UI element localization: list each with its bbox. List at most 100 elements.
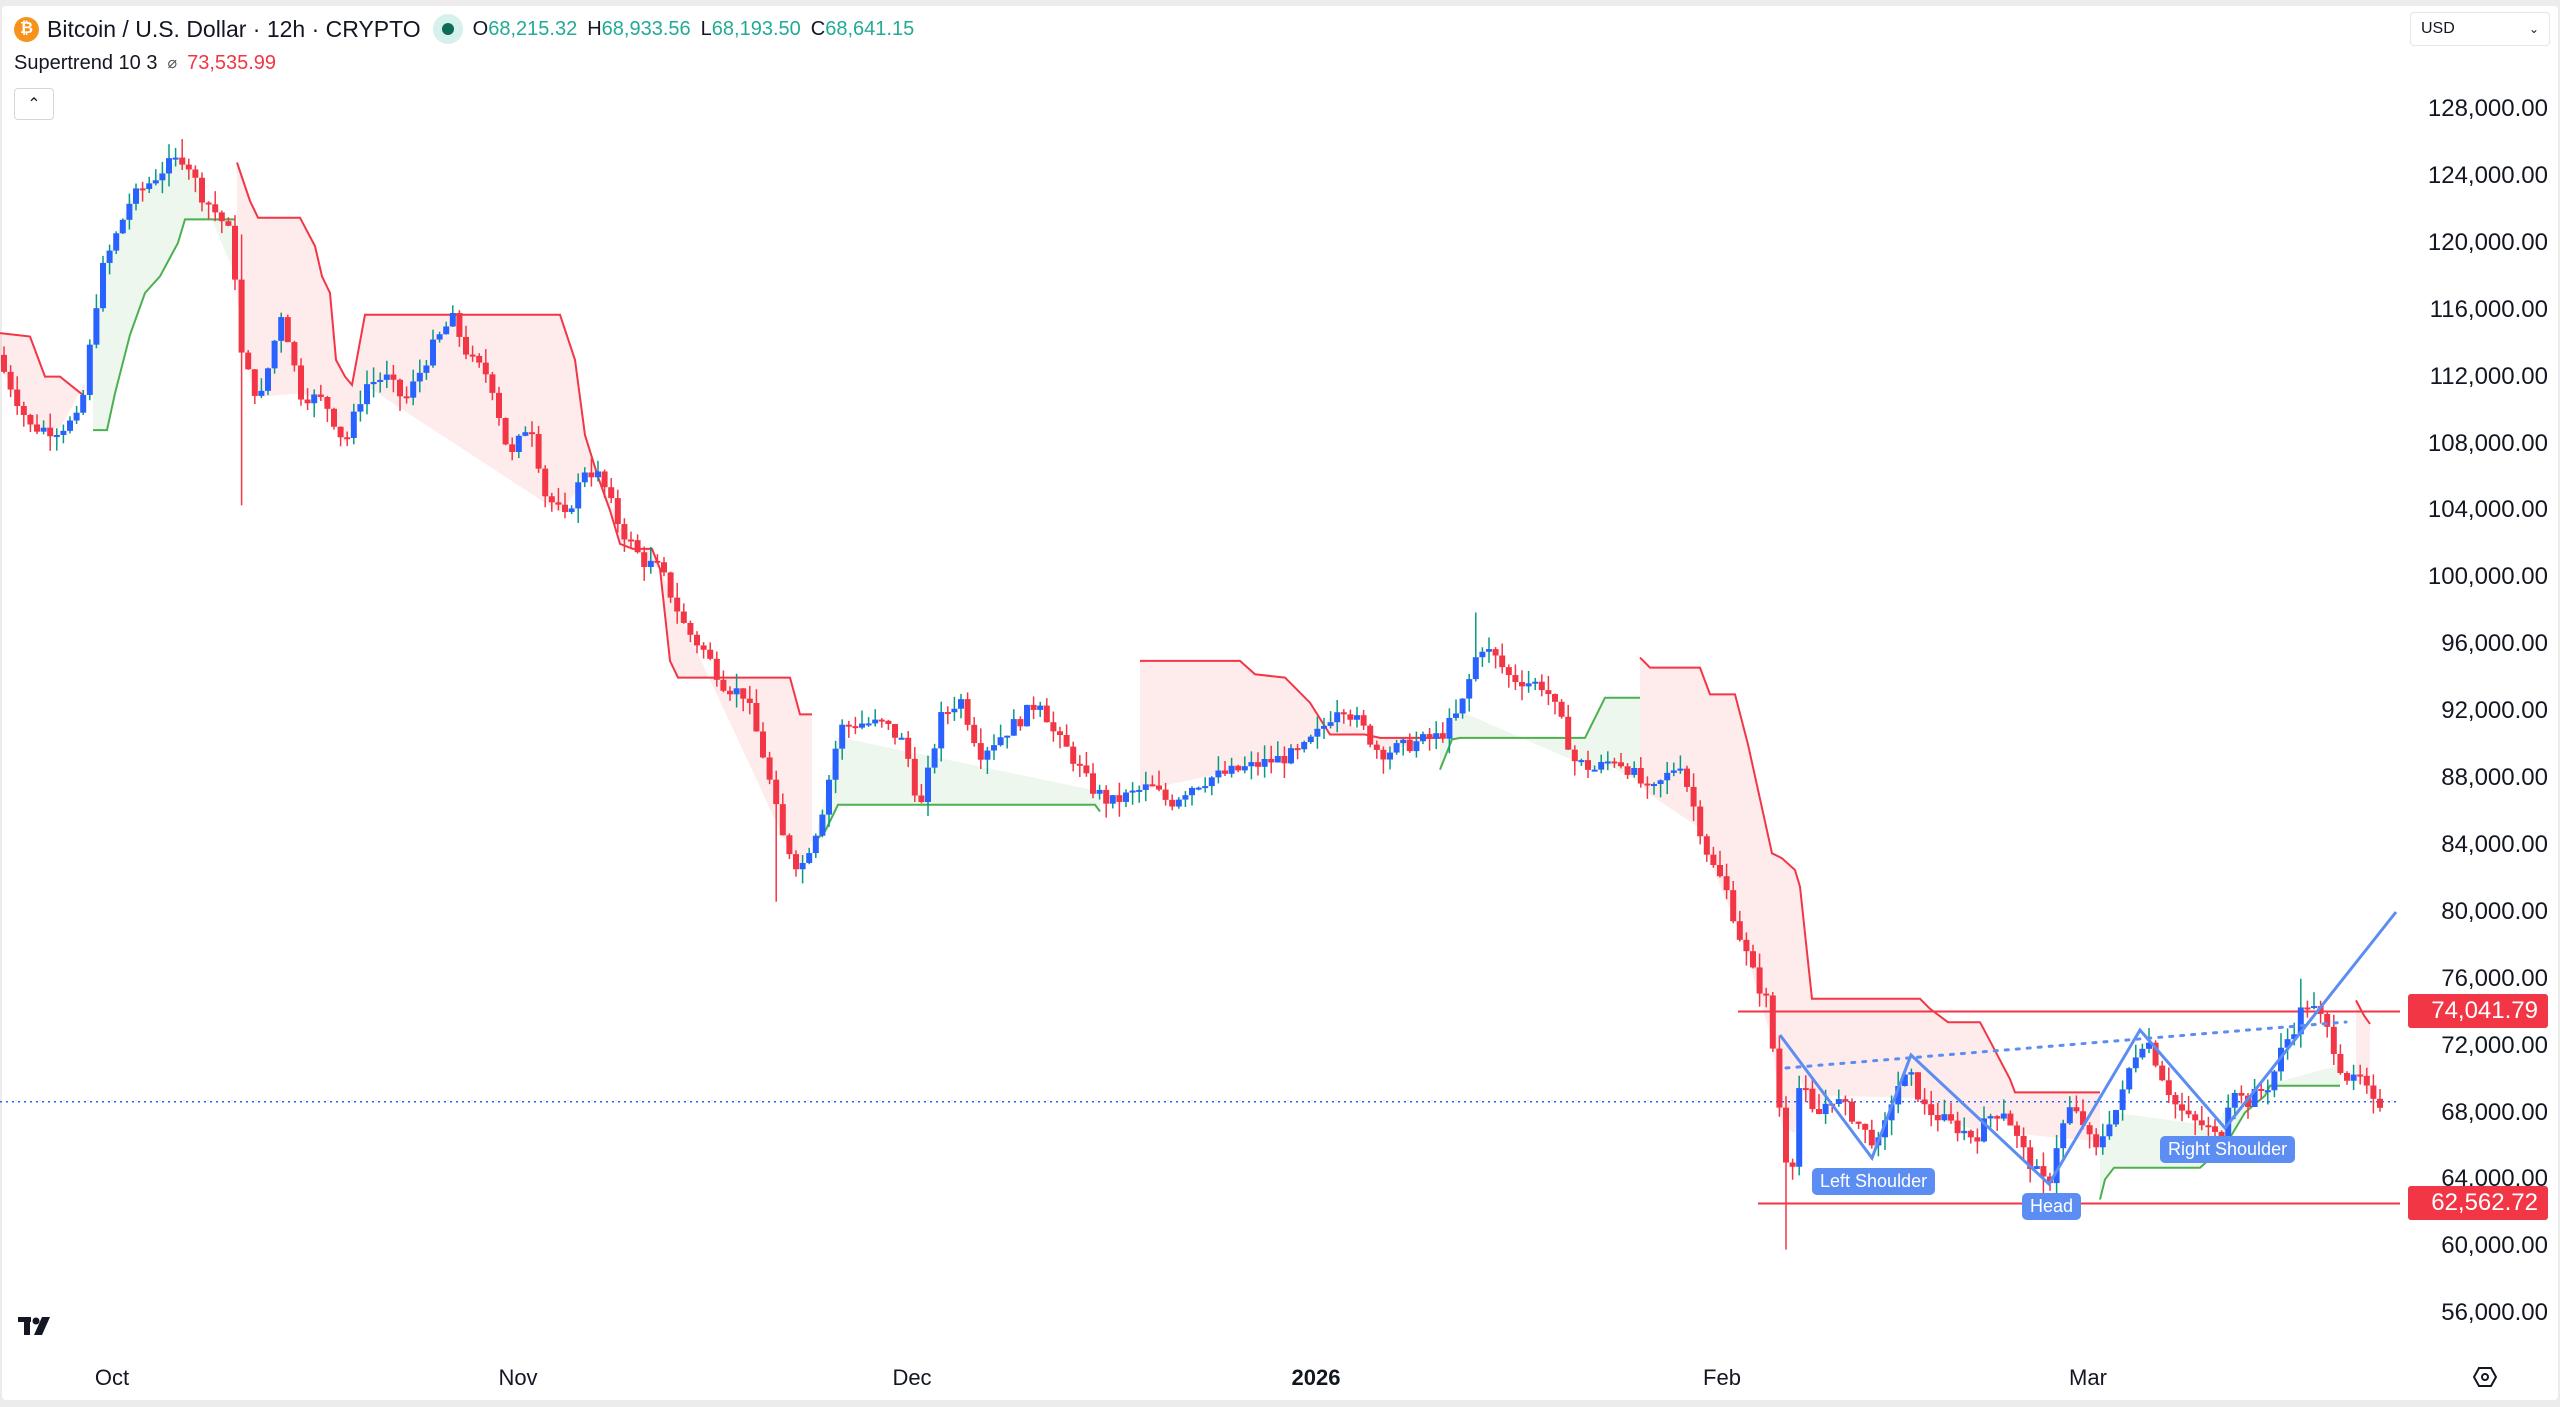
price-level-tag[interactable]: 74,041.79 [2408,994,2548,1029]
bearish-candle [588,472,595,478]
time-tick-label: Mar [2069,1365,2107,1390]
time-tick-label: Oct [94,1365,130,1390]
bullish-candle [2271,1071,2278,1091]
bearish-candle [1750,951,1756,968]
pattern-label[interactable]: Head [2022,1193,2082,1220]
time-tick-label: Dec [892,1365,932,1390]
bearish-candle [713,658,720,680]
bearish-candle [317,394,324,398]
bullish-candle [126,203,133,220]
bearish-candle [225,221,232,226]
bullish-candle [575,482,582,509]
bullish-candle [146,183,153,190]
indicator-row[interactable]: Supertrend 10 3 ⌀ 73,535.99 [14,48,924,78]
bullish-candle [383,374,390,380]
bullish-candle [2350,1074,2357,1081]
bearish-candle [1367,725,1374,745]
bullish-candle [799,862,806,870]
bearish-candle [509,444,516,452]
pattern-label[interactable]: Left Shoulder [1812,1168,1936,1195]
bullish-candle [1301,742,1308,750]
bearish-candle [1558,701,1565,717]
bearish-candle [694,634,700,646]
price-tick-label: 116,000.00 [2429,295,2548,323]
bearish-candle [1538,681,1545,691]
bullish-candle [938,712,945,749]
bullish-candle [2033,1166,2040,1169]
bearish-candle [2165,1080,2172,1096]
bearish-candle [2370,1085,2377,1099]
bullish-candle [1142,784,1149,790]
bearish-candle [20,406,27,415]
bullish-candle [2126,1068,2133,1090]
time-tick-label: 2026 [1291,1365,1341,1390]
bullish-candle [449,313,456,327]
bearish-candle [2317,1006,2324,1014]
bullish-candle [423,365,430,373]
bearish-candle [1406,739,1413,752]
bearish-candle [1710,854,1717,865]
bullish-candle [595,471,601,478]
bullish-candle [1598,761,1605,770]
bearish-candle [1565,716,1572,750]
bullish-candle [1677,768,1684,771]
currency-select[interactable]: USD ⌄ [2410,12,2550,46]
bearish-candle [1789,1162,1796,1167]
bullish-candle [1393,743,1400,753]
indicator-name[interactable]: Supertrend 10 3 [14,51,158,74]
symbol-title[interactable]: Bitcoin / U.S. Dollar · 12h · CRYPTO [47,15,421,42]
bearish-candle [2159,1065,2166,1081]
bearish-candle [786,835,793,855]
bearish-candle [1994,1116,2001,1119]
currency-value: USD [2421,20,2455,37]
bearish-candle [555,502,562,505]
bearish-candle [34,424,40,432]
bearish-candle [2337,1053,2344,1073]
bearish-candle [337,426,344,438]
price-tick-label: 124,000.00 [2427,161,2548,189]
collapse-legend-button[interactable]: ⌃ [14,88,54,120]
bullish-candle [1288,748,1294,764]
tradingview-logo[interactable] [18,1312,58,1346]
supertrend-line [0,332,86,398]
bearish-candle [456,313,463,337]
bullish-candle [1334,712,1341,723]
bearish-candle [1090,773,1096,794]
bearish-candle [1017,719,1024,727]
bullish-candle [1670,770,1677,773]
bearish-candle [2205,1125,2212,1128]
supertrend-fill [1440,697,1640,783]
bearish-candle [1294,748,1301,751]
bearish-candle [397,379,403,397]
bullish-candle [1657,780,1664,785]
settings-icon[interactable] [2472,1365,2498,1389]
price-tick-label: 84,000.00 [2441,830,2548,858]
tradingview-logo-icon [18,1317,50,1335]
bullish-candle [1387,752,1393,760]
bearish-candle [1519,681,1525,687]
bearish-candle [1624,766,1631,775]
bullish-candle [1882,1120,1888,1138]
bullish-candle [1604,761,1611,764]
bearish-candle [1347,714,1354,720]
bearish-candle [1156,785,1162,790]
bullish-candle [812,835,819,854]
bullish-candle [1400,739,1407,744]
bullish-candle [1453,713,1459,718]
bullish-candle [1525,683,1532,687]
eye-off-icon[interactable]: ⌀ [167,55,178,72]
bearish-candle [2040,1166,2047,1177]
bullish-candle [152,180,159,184]
bullish-candle [86,344,93,395]
bullish-candle [1037,705,1044,710]
bullish-candle [1175,799,1182,807]
time-tick-label: Nov [498,1365,538,1390]
bullish-candle [859,723,865,728]
bullish-candle [1228,765,1235,774]
bearish-candle [14,389,21,407]
pattern-label[interactable]: Right Shoulder [2160,1136,2296,1163]
bearish-candle [680,611,687,623]
price-level-tag[interactable]: 62,562.72 [2408,1186,2548,1221]
pattern-zigzag-line [1778,911,2398,1187]
